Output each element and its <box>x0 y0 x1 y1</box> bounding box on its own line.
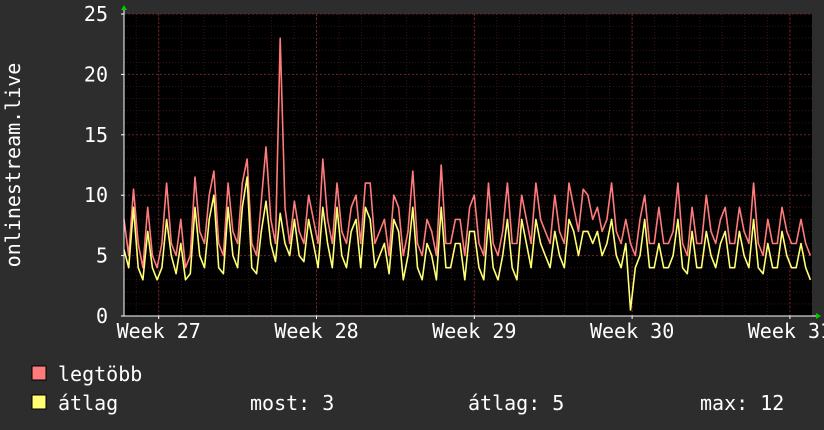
series-line-max <box>123 37 812 269</box>
legend: legtöbb átlag most: 3 átlag: 5 max: 12 <box>31 362 784 415</box>
y-tick-label: 20 <box>84 62 108 86</box>
x-tick-label: Week 27 <box>117 319 201 343</box>
axes <box>121 5 821 319</box>
y-tick-label: 10 <box>84 183 108 207</box>
x-tick-label: Week 30 <box>590 319 674 343</box>
x-tick-label: Week 29 <box>432 319 516 343</box>
y-tick-label: 25 <box>84 2 108 26</box>
legend-label-avg: átlag <box>58 391 118 415</box>
x-tick-labels: Week 27 Week 28 Week 29 Week 30 Week 31 <box>117 319 824 343</box>
series-line-avg <box>123 176 812 311</box>
legend-label-max: legtöbb <box>58 362 142 386</box>
stat-average: átlag: 5 <box>468 391 564 415</box>
y-tick-label: 15 <box>84 123 108 147</box>
plot-background <box>124 14 812 316</box>
series-layer <box>123 37 812 311</box>
x-axis-arrow-icon <box>816 313 821 319</box>
y-tick-labels: 0 5 10 15 20 25 <box>84 2 108 328</box>
x-tick-label: Week 31 <box>748 319 824 343</box>
legend-swatch-avg <box>31 394 47 410</box>
y-axis-arrow-icon <box>121 5 127 10</box>
legend-swatch-max <box>31 365 47 381</box>
y-tick-label: 0 <box>96 304 108 328</box>
x-tick-label: Week 28 <box>274 319 358 343</box>
stat-max: max: 12 <box>700 391 784 415</box>
y-axis-label: onlinestream.live <box>1 63 25 268</box>
grid-lines <box>124 13 812 316</box>
y-tick-label: 5 <box>96 244 108 268</box>
stat-current: most: 3 <box>250 391 334 415</box>
